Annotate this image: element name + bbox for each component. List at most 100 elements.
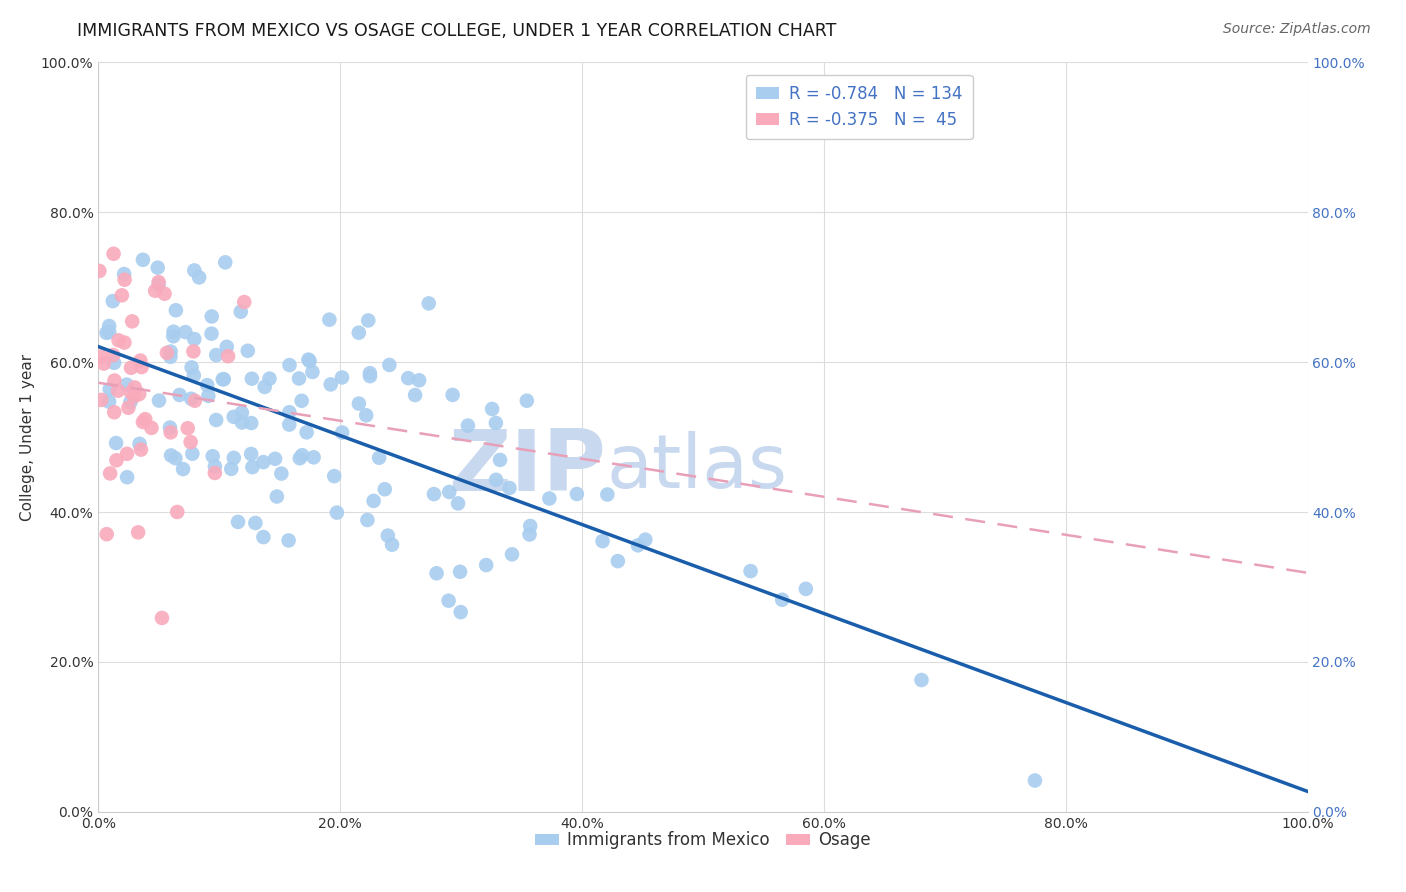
Point [172,462,194,476]
Point [592,534,614,549]
Point [200,326,222,341]
Point [326,506,349,520]
Point [98,382,121,396]
Point [240,447,263,461]
Point [183,263,205,277]
Point [240,416,263,430]
Point [129,353,152,368]
Point [396,371,419,385]
Point [740,564,762,578]
Point [148,275,170,289]
Point [96,326,118,340]
Point [240,372,263,386]
Point [318,312,340,326]
Point [475,558,498,572]
Point [107,384,129,398]
Legend: Immigrants from Mexico, Osage: Immigrants from Mexico, Osage [529,824,877,855]
Point [481,401,503,416]
Point [356,513,378,527]
Point [381,538,404,552]
Point [98,467,121,481]
Point [120,385,142,400]
Point [596,487,619,501]
Point [107,334,129,348]
Point [101,294,124,309]
Point [357,313,380,327]
Point [215,340,238,354]
Point [160,449,183,463]
Point [204,459,226,474]
Point [447,496,470,510]
Point [259,371,281,385]
Point [132,252,155,267]
Point [222,450,245,465]
Point [98,318,121,333]
Point [270,467,292,481]
Point [115,470,138,484]
Point [245,516,267,530]
Point [114,273,136,287]
Point [195,378,218,392]
Point [153,286,176,301]
Point [141,421,163,435]
Point [457,418,479,433]
Point [291,448,314,462]
Point [217,349,239,363]
Point [252,455,274,469]
Point [319,377,342,392]
Point [231,406,253,420]
Point [770,592,793,607]
Point [291,393,314,408]
Text: ZIP: ZIP [449,425,606,508]
Point [98,394,121,409]
Point [606,554,628,568]
Point [212,372,235,386]
Point [165,303,187,318]
Text: atlas: atlas [606,431,787,504]
Point [159,350,181,364]
Point [111,288,134,302]
Point [264,451,287,466]
Point [211,372,233,386]
Point [242,460,264,475]
Point [159,344,181,359]
Point [188,270,211,285]
Point [174,325,197,339]
Point [277,533,299,548]
Point [148,393,170,408]
Point [146,260,169,275]
Point [115,377,138,392]
Point [441,388,464,402]
Point [169,388,191,402]
Point [128,387,150,401]
Point [162,329,184,343]
Point [127,525,149,540]
Point [132,415,155,429]
Point [368,450,391,465]
Point [184,393,207,408]
Point [794,582,817,596]
Point [278,358,301,372]
Point [159,425,181,440]
Point [131,360,153,375]
Point [404,388,426,402]
Point [103,356,125,370]
Point [143,284,166,298]
Point [180,435,202,450]
Point [450,605,472,619]
Point [156,346,179,360]
Point [89,264,111,278]
Point [910,673,932,687]
Point [363,494,385,508]
Point [266,490,288,504]
Text: Source: ZipAtlas.com: Source: ZipAtlas.com [1223,22,1371,37]
Point [408,373,430,387]
Point [295,425,318,440]
Point [302,450,325,465]
Point [148,277,170,292]
Point [121,314,143,328]
Point [298,354,321,368]
Point [1024,773,1046,788]
Point [122,389,145,403]
Point [236,343,259,358]
